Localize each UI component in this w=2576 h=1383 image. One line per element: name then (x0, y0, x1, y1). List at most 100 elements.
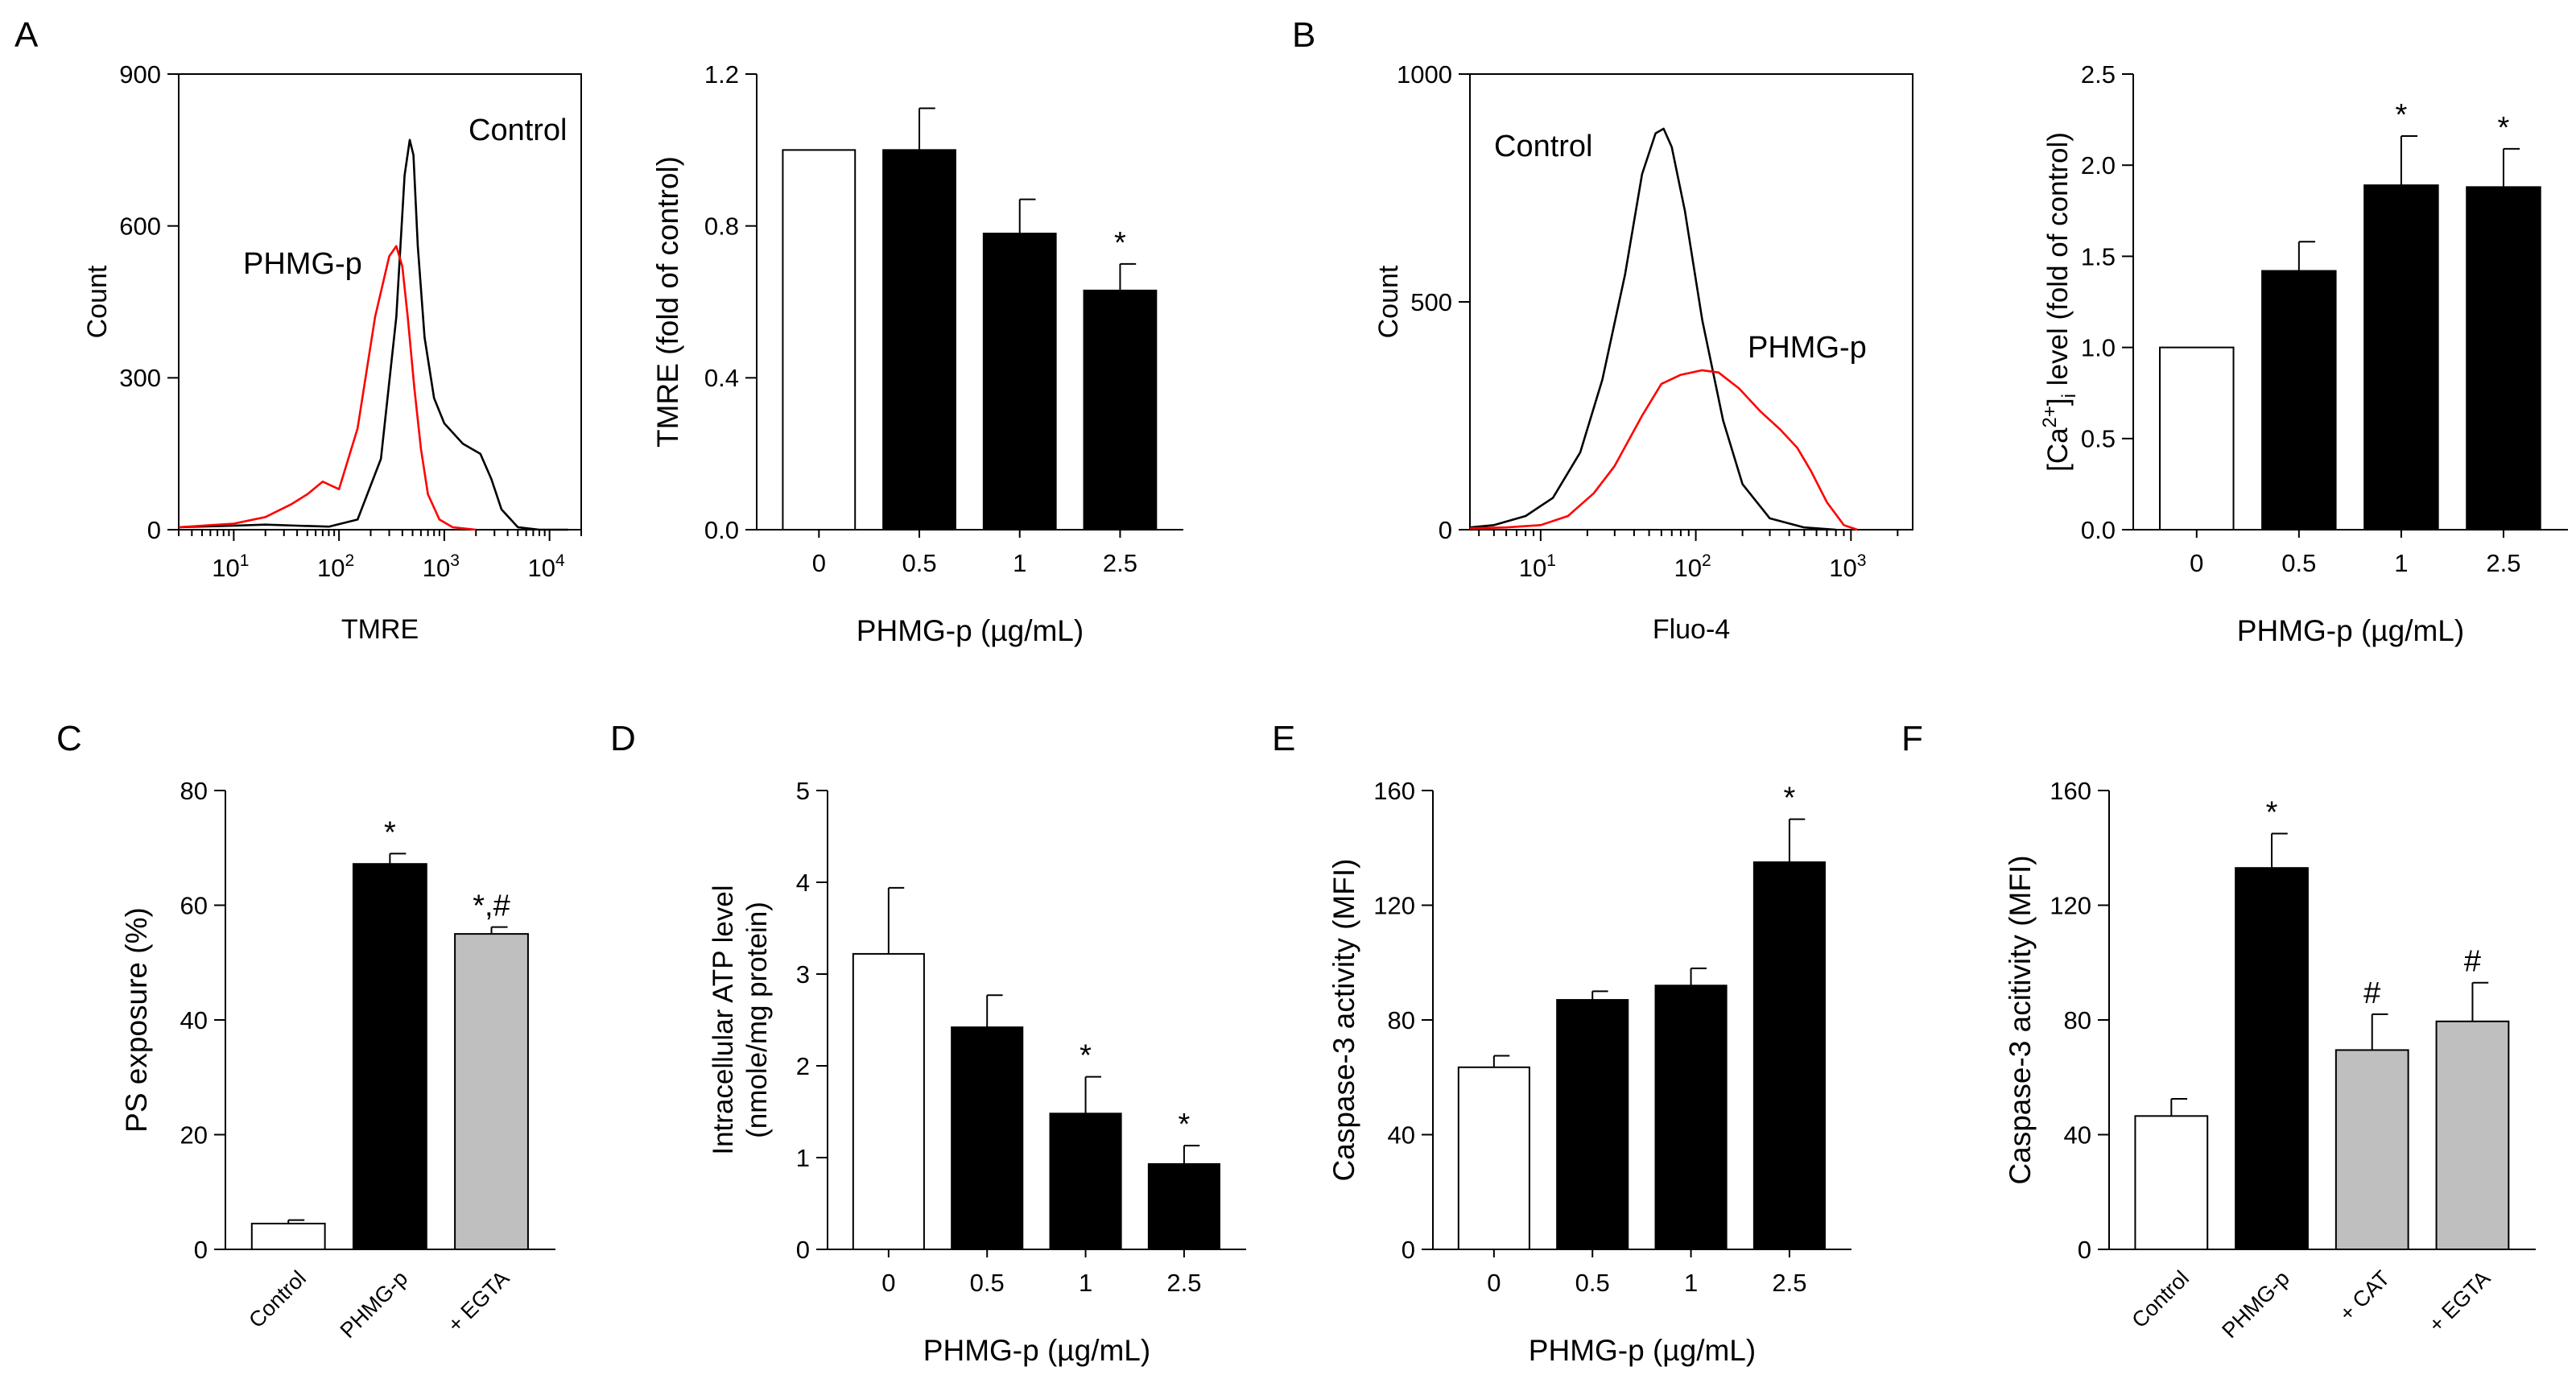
panel-letter-B: B (1292, 15, 1315, 55)
x-axis-title: PHMG-p (µg/mL) (2237, 614, 2464, 647)
y-tick-label: 40 (2064, 1121, 2091, 1149)
panel-letter-D: D (610, 719, 636, 758)
x-tick-label: 103 (1829, 551, 1866, 582)
significance-mark: * (1114, 226, 1126, 260)
y-tick-label: 1000 (1397, 60, 1452, 89)
x-tick-label: 2.5 (1772, 1269, 1806, 1297)
y-tick-label: 500 (1410, 288, 1452, 316)
significance-mark: * (1784, 782, 1796, 815)
y-tick-label: 2.0 (2081, 151, 2116, 180)
y-tick-label: 40 (180, 1006, 208, 1034)
y-axis-title: (nmole/mg protein) (741, 902, 773, 1138)
bar (250, 1222, 326, 1250)
bar-panel-E: 0 40 80 120 160 0 0.5 1 * 2.5 PHMG-p (µg/mL) Caspas… (1327, 777, 1852, 1367)
bar (454, 933, 529, 1250)
panel-letter-F: F (1901, 719, 1923, 758)
significance-mark: *,# (473, 890, 510, 923)
x-tick-label: + EGTA (443, 1266, 514, 1337)
histogram-curve-0 (1469, 127, 1836, 531)
panel-letter-C: C (56, 719, 82, 758)
y-tick-label: 0 (1402, 1236, 1415, 1264)
histogram-curve-1 (1469, 369, 1858, 531)
y-tick-label: 0 (2078, 1236, 2091, 1264)
y-tick-label: 4 (796, 869, 810, 897)
y-tick-label: 2 (796, 1052, 810, 1080)
y-tick-label: 80 (180, 777, 208, 805)
x-tick-label: 102 (1674, 551, 1711, 582)
bar-panel-1: 0.0 0.4 0.8 1.2 0 0.5 1 * 2.5 PHMG-p (µg/mL) TMRE … (651, 60, 1183, 647)
x-axis-title: PHMG-p (µg/mL) (1529, 1334, 1756, 1367)
bar (2334, 1049, 2409, 1250)
significance-mark: * (384, 815, 396, 849)
bar-panel-C: 0 20 40 60 80 Control * PHMG-p *,# + EGTA PS expos… (120, 777, 555, 1343)
bar (2159, 346, 2235, 530)
y-tick-label: 0.0 (2081, 516, 2116, 544)
y-tick-label: 600 (119, 213, 161, 241)
bar (2261, 270, 2337, 530)
x-tick-label: 0.5 (2281, 549, 2316, 577)
y-tick-label: 3 (796, 960, 810, 989)
y-tick-label: 1.5 (2081, 242, 2116, 270)
histogram-curve-1 (178, 245, 477, 531)
y-axis-title: Caspase-3 acitivity (MFI) (2004, 855, 2037, 1184)
histogram-panel-A: 0 300 600 900 101 102 103 104 TMRE Count Control PH… (82, 60, 582, 645)
bar (2363, 184, 2439, 530)
significance-mark: * (1080, 1039, 1092, 1073)
histogram-curve-0 (178, 138, 568, 531)
y-tick-label: 900 (119, 60, 161, 89)
y-axis-title: Caspase-3 activity (MFI) (1327, 859, 1360, 1182)
y-axis-title: PS exposure (%) (120, 907, 153, 1133)
curve-label-1: PHMG-p (243, 247, 362, 281)
y-tick-label: 0 (796, 1236, 810, 1264)
y-tick-label: 0.8 (704, 213, 739, 241)
significance-mark: # (2363, 976, 2380, 1010)
y-tick-label: 1.0 (2081, 333, 2116, 361)
x-tick-label: 2.5 (1166, 1269, 1201, 1297)
x-tick-label: 101 (212, 551, 249, 582)
x-tick-label: 0 (2190, 549, 2203, 577)
x-tick-label: 104 (528, 551, 565, 582)
y-tick-label: 80 (2064, 1006, 2091, 1034)
bar (2134, 1115, 2209, 1250)
bar (951, 1026, 1024, 1250)
bar (982, 233, 1057, 530)
bar-panel-3: 0.0 0.5 1.0 1.5 2.0 2.5 0 0.5 * 1 * 2.5 PHMG-p (µg/m… (2039, 60, 2568, 647)
y-axis-title: Intracellular ATP level (708, 885, 739, 1154)
x-tick-label: PHMG-p (336, 1266, 412, 1343)
significance-mark: * (2395, 98, 2407, 132)
y-tick-label: 0.0 (704, 516, 739, 544)
bar (852, 952, 925, 1251)
x-tick-label: 0.5 (902, 549, 936, 577)
y-axis-title: TMRE (fold of control) (651, 156, 684, 448)
y-tick-label: 5 (796, 777, 810, 805)
bar (1147, 1162, 1220, 1250)
bar (1083, 289, 1158, 530)
bar (352, 863, 427, 1250)
y-tick-label: 0.4 (704, 364, 739, 392)
y-tick-label: 160 (1373, 777, 1415, 805)
bar (782, 149, 857, 530)
bar (1457, 1066, 1530, 1250)
bar (1049, 1113, 1122, 1251)
y-tick-label: 0 (194, 1236, 208, 1264)
x-tick-label: 1 (1079, 1269, 1092, 1297)
significance-mark: # (2464, 945, 2481, 979)
y-tick-label: 120 (2050, 891, 2091, 919)
y-tick-label: 20 (180, 1121, 208, 1149)
curve-label-1: PHMG-p (1748, 331, 1867, 365)
curve-label-0: Control (469, 114, 568, 147)
x-axis-title: Fluo-4 (1653, 614, 1730, 645)
x-tick-label: + EGTA (2424, 1266, 2495, 1337)
x-tick-label: Control (2127, 1266, 2194, 1333)
y-tick-label: 40 (1388, 1121, 1415, 1149)
x-tick-label: 101 (1519, 551, 1556, 582)
panel-letter-A: A (14, 15, 39, 55)
x-tick-label: 1 (2394, 549, 2408, 577)
y-tick-label: 300 (119, 364, 161, 392)
y-tick-label: 1 (796, 1144, 810, 1172)
x-tick-label: 1 (1013, 549, 1026, 577)
x-tick-label: 0 (812, 549, 826, 577)
y-axis-title: Count (1373, 265, 1404, 338)
bar (2435, 1020, 2510, 1250)
